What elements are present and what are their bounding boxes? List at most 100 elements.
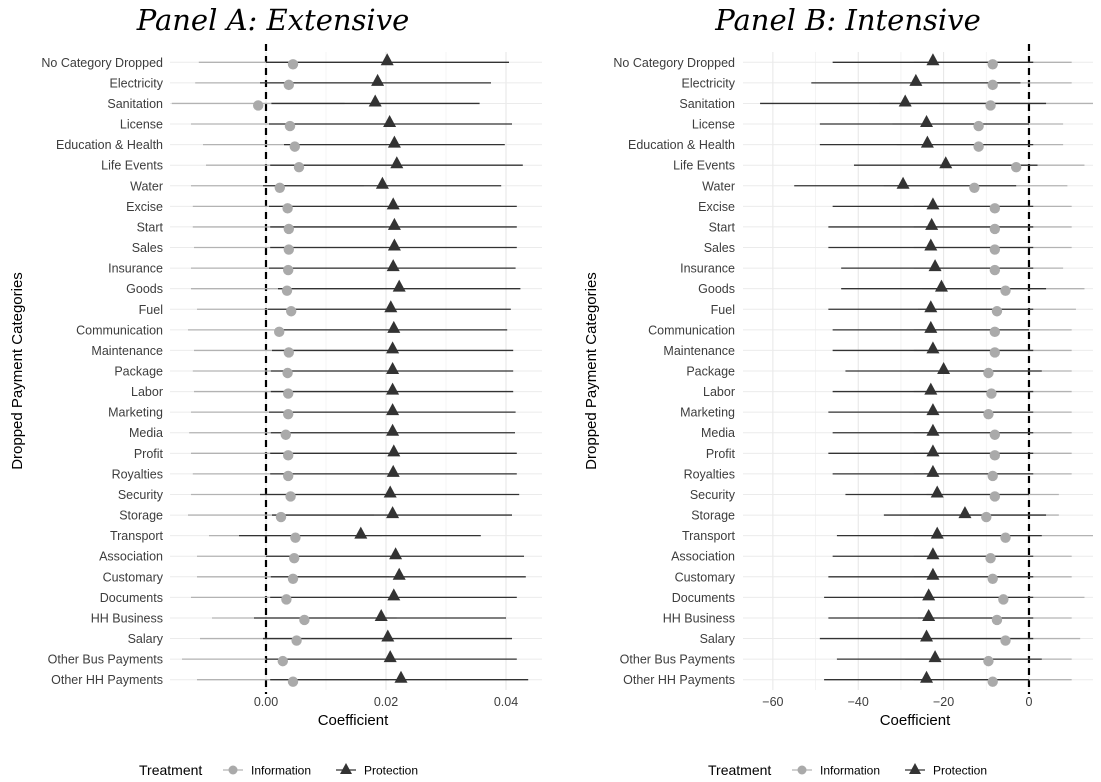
point-information xyxy=(283,450,294,461)
point-information xyxy=(1000,285,1011,296)
category-label: Water xyxy=(130,179,163,193)
point-information xyxy=(283,79,294,91)
point-protection xyxy=(386,362,400,374)
point-information xyxy=(283,470,294,482)
point-information xyxy=(299,614,310,626)
category-label: Royalties xyxy=(112,467,163,481)
legend-key-information xyxy=(228,765,238,775)
point-protection xyxy=(383,115,397,128)
point-protection xyxy=(386,197,400,210)
category-label: Salary xyxy=(700,632,736,646)
category-label: Water xyxy=(702,179,735,193)
legend-panel-b: Treatment Information Protection xyxy=(708,762,987,778)
point-protection xyxy=(896,176,910,189)
point-protection xyxy=(924,238,938,251)
category-label: Insurance xyxy=(108,262,163,276)
point-information xyxy=(291,635,302,646)
x-tick-label: −40 xyxy=(848,695,869,709)
point-protection xyxy=(392,279,406,292)
category-label: Life Events xyxy=(673,159,735,173)
point-information xyxy=(983,408,994,420)
point-protection xyxy=(924,382,938,395)
category-label: License xyxy=(120,118,163,132)
category-label: License xyxy=(692,118,735,132)
point-information xyxy=(989,244,1001,255)
category-label: Media xyxy=(701,426,735,440)
panel-a-extensive: No Category Dropped Electricity Sanitation… xyxy=(9,3,542,729)
category-label: Labor xyxy=(131,385,163,399)
point-protection xyxy=(958,506,972,519)
point-protection xyxy=(374,608,388,621)
point-information xyxy=(274,182,285,193)
point-information xyxy=(989,203,1001,214)
category-label: Storage xyxy=(119,509,163,523)
category-label: Other HH Payments xyxy=(623,673,735,687)
legend-title: Treatment xyxy=(139,762,202,778)
point-protection xyxy=(924,300,938,313)
point-information xyxy=(290,532,301,543)
point-information xyxy=(280,429,291,440)
point-protection xyxy=(926,547,940,560)
point-protection xyxy=(922,588,936,601)
x-tick-labels: 0.00 0.02 0.04 xyxy=(254,695,518,709)
category-label: Goods xyxy=(126,282,163,296)
point-protection xyxy=(387,217,401,230)
point-protection xyxy=(909,73,923,86)
category-label: Sanitation xyxy=(107,97,163,111)
x-tick-label: 0.04 xyxy=(494,695,518,709)
y-axis-label: Dropped Payment Categories xyxy=(9,272,26,470)
category-label: Storage xyxy=(691,509,735,523)
legend-label-protection: Protection xyxy=(933,764,987,778)
category-label: Documents xyxy=(672,591,735,605)
category-label: Fuel xyxy=(711,303,735,317)
point-information xyxy=(985,100,996,111)
point-protection xyxy=(383,650,397,663)
point-information xyxy=(987,59,998,70)
panel-title: Panel B: Intensive xyxy=(714,3,980,37)
category-labels: No Category Dropped Electricity Sanitation… xyxy=(41,56,163,687)
point-protection xyxy=(922,608,936,621)
point-protection xyxy=(387,588,401,601)
category-label: Maintenance xyxy=(91,344,163,358)
point-information xyxy=(283,388,294,399)
point-protection xyxy=(386,423,400,436)
point-protection xyxy=(928,259,942,272)
point-information xyxy=(987,79,998,91)
category-label: Transport xyxy=(110,529,164,543)
category-label: Customary xyxy=(103,570,164,584)
category-label: Package xyxy=(686,365,735,379)
point-protection xyxy=(390,156,404,169)
point-information xyxy=(1010,161,1022,173)
legend-key-protection xyxy=(340,763,352,774)
point-protection xyxy=(926,341,940,354)
point-information xyxy=(969,182,980,193)
y-axis-label: Dropped Payment Categories xyxy=(583,272,600,470)
point-information xyxy=(998,594,1009,605)
category-label: Sanitation xyxy=(679,97,735,111)
point-protection xyxy=(387,320,401,333)
category-label: Transport xyxy=(682,529,736,543)
point-information xyxy=(989,347,1001,358)
category-label: Media xyxy=(129,426,163,440)
point-information xyxy=(283,223,294,235)
category-label: No Category Dropped xyxy=(613,56,735,70)
category-label: Association xyxy=(671,550,735,564)
points-information xyxy=(969,59,1022,687)
point-information xyxy=(983,655,994,667)
panel-title: Panel A: Extensive xyxy=(136,3,409,37)
point-information xyxy=(991,306,1003,317)
point-protection xyxy=(939,156,953,169)
point-information xyxy=(981,511,992,523)
point-information xyxy=(985,553,996,564)
category-label: Communication xyxy=(76,323,163,337)
point-protection xyxy=(375,176,389,189)
point-protection xyxy=(392,567,406,580)
legend-label-protection: Protection xyxy=(364,764,418,778)
category-label: Start xyxy=(137,220,164,234)
point-information xyxy=(287,573,299,585)
point-protection xyxy=(387,135,401,148)
point-protection xyxy=(926,423,940,436)
point-protection xyxy=(926,197,940,210)
category-label: Documents xyxy=(100,591,163,605)
